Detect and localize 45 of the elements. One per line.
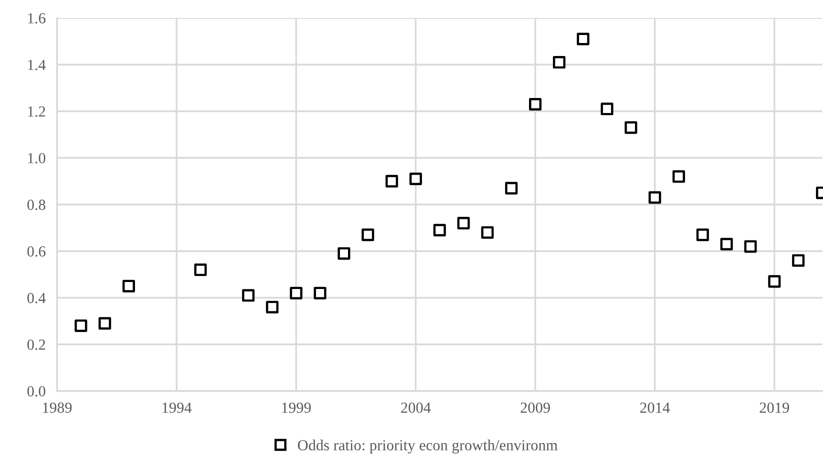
y-tick-label: 0.8: [27, 200, 46, 210]
x-tick-label: 2019: [760, 402, 790, 413]
point: [409, 172, 422, 186]
point: [362, 228, 374, 242]
point: [122, 280, 135, 292]
y-tick-label: 0.0: [27, 386, 46, 397]
point: [242, 289, 255, 302]
x-tick-label: 2014: [640, 402, 670, 413]
x-tick-label: 1994: [162, 402, 192, 413]
y-tick-label: 1.4: [28, 60, 46, 70]
point: [433, 224, 446, 236]
point: [648, 191, 662, 204]
x-tick-label: 2009: [520, 402, 550, 413]
point: [529, 98, 542, 111]
point: [74, 319, 88, 332]
point: [792, 254, 805, 267]
y-tick-label: 1.0: [28, 153, 46, 164]
y-tick-label: 0.4: [27, 292, 46, 304]
x-tick-label: 2004: [401, 402, 431, 413]
y-tick-label: 1.6: [28, 13, 46, 24]
point: [386, 174, 398, 188]
point: [266, 300, 278, 314]
point: [338, 247, 350, 260]
x-tick-label: 1989: [43, 402, 72, 413]
y-tick-label: 1.2: [28, 106, 46, 117]
point: [624, 121, 638, 134]
point: [290, 286, 302, 300]
point: [314, 286, 326, 300]
point: [696, 228, 709, 242]
point: [672, 170, 686, 183]
point: [600, 102, 614, 116]
legend-label: Odds ratio: priority econ growth/environm: [298, 440, 558, 454]
y-tick-label: 0.6: [27, 246, 46, 257]
point: [98, 317, 112, 330]
point: [552, 56, 566, 69]
point: [576, 32, 590, 46]
x-tick-label: 1999: [282, 402, 311, 413]
point: [744, 240, 757, 253]
point: [720, 238, 733, 250]
point: [505, 182, 518, 194]
point: [457, 216, 470, 230]
point: [768, 275, 781, 288]
y-tick-label: 0.2: [27, 340, 46, 350]
point: [481, 226, 494, 239]
point: [194, 264, 207, 276]
